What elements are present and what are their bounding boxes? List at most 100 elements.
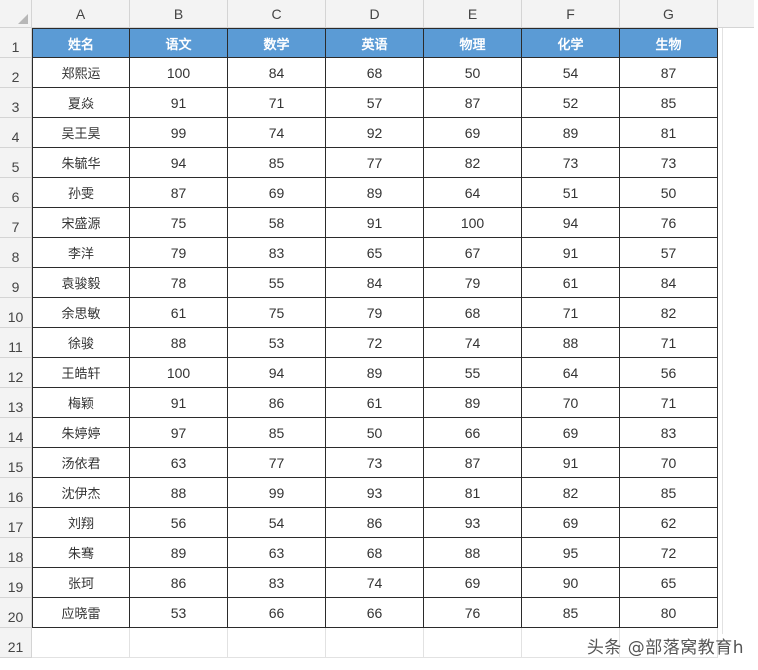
score-cell[interactable]: 73 [326,448,424,478]
score-cell[interactable]: 91 [522,448,620,478]
score-cell[interactable]: 86 [130,568,228,598]
column-header-g[interactable]: G [620,0,718,28]
header-cell-b[interactable]: 语文 [130,28,228,58]
row-header-5[interactable]: 5 [0,148,32,178]
score-cell[interactable]: 86 [228,388,326,418]
row-header-20[interactable]: 20 [0,598,32,628]
score-cell[interactable]: 65 [326,238,424,268]
score-cell[interactable]: 50 [620,178,718,208]
score-cell[interactable]: 55 [228,268,326,298]
name-cell[interactable]: 余思敏 [32,298,130,328]
score-cell[interactable]: 92 [326,118,424,148]
row-header-7[interactable]: 7 [0,208,32,238]
column-header-e[interactable]: E [424,0,522,28]
score-cell[interactable]: 88 [522,328,620,358]
score-cell[interactable]: 93 [326,478,424,508]
score-cell[interactable]: 62 [620,508,718,538]
empty-cell[interactable] [620,628,718,658]
score-cell[interactable]: 82 [522,478,620,508]
header-cell-g[interactable]: 生物 [620,28,718,58]
score-cell[interactable]: 66 [326,598,424,628]
name-cell[interactable]: 夏焱 [32,88,130,118]
score-cell[interactable]: 97 [130,418,228,448]
column-header-a[interactable]: A [32,0,130,28]
score-cell[interactable]: 50 [326,418,424,448]
row-header-11[interactable]: 11 [0,328,32,358]
score-cell[interactable]: 55 [424,358,522,388]
score-cell[interactable]: 67 [424,238,522,268]
row-header-2[interactable]: 2 [0,58,32,88]
score-cell[interactable]: 75 [228,298,326,328]
row-header-17[interactable]: 17 [0,508,32,538]
score-cell[interactable]: 84 [228,58,326,88]
name-cell[interactable]: 梅颖 [32,388,130,418]
name-cell[interactable]: 李洋 [32,238,130,268]
header-cell-a[interactable]: 姓名 [32,28,130,58]
empty-column-area[interactable] [722,28,758,634]
score-cell[interactable]: 100 [424,208,522,238]
score-cell[interactable]: 56 [130,508,228,538]
empty-cell[interactable] [522,628,620,658]
score-cell[interactable]: 54 [228,508,326,538]
empty-cell[interactable] [228,628,326,658]
score-cell[interactable]: 79 [130,238,228,268]
score-cell[interactable]: 79 [424,268,522,298]
score-cell[interactable]: 91 [130,88,228,118]
score-cell[interactable]: 69 [424,568,522,598]
score-cell[interactable]: 91 [326,208,424,238]
empty-cell[interactable] [32,628,130,658]
score-cell[interactable]: 68 [326,58,424,88]
score-cell[interactable]: 95 [522,538,620,568]
score-cell[interactable]: 85 [620,88,718,118]
row-header-4[interactable]: 4 [0,118,32,148]
score-cell[interactable]: 76 [424,598,522,628]
column-header-f[interactable]: F [522,0,620,28]
score-cell[interactable]: 66 [424,418,522,448]
score-cell[interactable]: 76 [620,208,718,238]
score-cell[interactable]: 88 [130,478,228,508]
score-cell[interactable]: 90 [522,568,620,598]
score-cell[interactable]: 99 [130,118,228,148]
row-header-14[interactable]: 14 [0,418,32,448]
row-header-1[interactable]: 1 [0,28,32,58]
score-cell[interactable]: 88 [130,328,228,358]
score-cell[interactable]: 74 [228,118,326,148]
score-cell[interactable]: 77 [326,148,424,178]
score-cell[interactable]: 63 [228,538,326,568]
empty-cell[interactable] [326,628,424,658]
score-cell[interactable]: 87 [424,448,522,478]
score-cell[interactable]: 71 [522,298,620,328]
score-cell[interactable]: 73 [522,148,620,178]
name-cell[interactable]: 王皓轩 [32,358,130,388]
score-cell[interactable]: 66 [228,598,326,628]
row-header-10[interactable]: 10 [0,298,32,328]
name-cell[interactable]: 袁骏毅 [32,268,130,298]
name-cell[interactable]: 应晓雷 [32,598,130,628]
row-header-13[interactable]: 13 [0,388,32,418]
header-cell-d[interactable]: 英语 [326,28,424,58]
score-cell[interactable]: 81 [424,478,522,508]
score-cell[interactable]: 71 [620,388,718,418]
row-header-18[interactable]: 18 [0,538,32,568]
score-cell[interactable]: 50 [424,58,522,88]
score-cell[interactable]: 83 [228,568,326,598]
score-cell[interactable]: 85 [522,598,620,628]
score-cell[interactable]: 65 [620,568,718,598]
name-cell[interactable]: 沈伊杰 [32,478,130,508]
score-cell[interactable]: 89 [522,118,620,148]
name-cell[interactable]: 孙雯 [32,178,130,208]
name-cell[interactable]: 汤依君 [32,448,130,478]
score-cell[interactable]: 91 [130,388,228,418]
name-cell[interactable]: 徐骏 [32,328,130,358]
score-cell[interactable]: 64 [424,178,522,208]
score-cell[interactable]: 77 [228,448,326,478]
score-cell[interactable]: 94 [522,208,620,238]
row-header-12[interactable]: 12 [0,358,32,388]
score-cell[interactable]: 89 [326,178,424,208]
score-cell[interactable]: 82 [620,298,718,328]
score-cell[interactable]: 61 [326,388,424,418]
name-cell[interactable]: 朱婷婷 [32,418,130,448]
score-cell[interactable]: 87 [424,88,522,118]
row-header-6[interactable]: 6 [0,178,32,208]
column-header-b[interactable]: B [130,0,228,28]
